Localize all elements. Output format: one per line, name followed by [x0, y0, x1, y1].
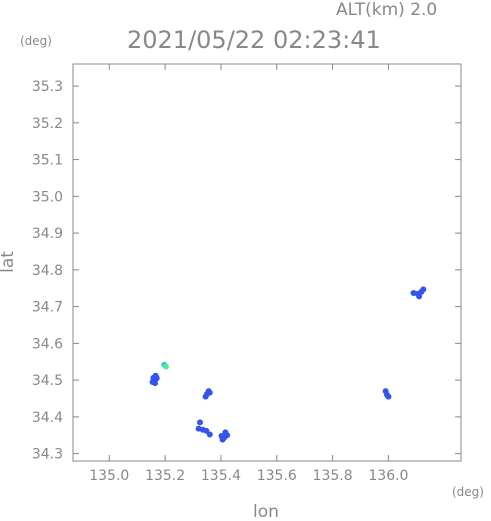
altitude-label: ALT(km) 2.0 — [336, 0, 437, 20]
echo-point — [420, 286, 427, 293]
y-tick-label: 34.3 — [32, 447, 63, 463]
y-axis-title: lat — [0, 251, 18, 273]
y-tick-label: 35.1 — [32, 153, 63, 169]
y-tick-label: 35.2 — [32, 116, 63, 132]
x-tick-label: 136.0 — [368, 468, 408, 484]
x-tick-label: 135.8 — [313, 468, 353, 484]
echo-point — [416, 293, 423, 300]
plot-frame — [72, 63, 462, 462]
y-tick-label: 34.7 — [32, 300, 63, 316]
x-tick-label: 135.0 — [89, 468, 129, 484]
y-tick-label: 34.6 — [32, 336, 63, 352]
echo-point — [152, 380, 159, 387]
echo-point — [206, 431, 213, 438]
timestamp-title: 2021/05/22 02:23:41 — [127, 26, 381, 54]
y-tick-label: 34.9 — [32, 226, 63, 242]
x-axis-title: lon — [253, 502, 279, 521]
echo-point — [206, 389, 213, 396]
y-tick-label: 34.4 — [32, 410, 63, 426]
echo-points — [149, 286, 427, 443]
y-tick-label: 34.5 — [32, 373, 63, 389]
echo-point — [202, 393, 209, 400]
echo-point — [222, 429, 229, 436]
y-tick-label: 34.8 — [32, 263, 63, 279]
x-tick-label: 135.2 — [145, 468, 185, 484]
x-axis: 135.0 135.2 135.4 135.6 135.8 136.0 — [89, 64, 408, 484]
echo-point — [162, 363, 169, 370]
y-axis: 34.3 34.4 34.5 34.6 34.7 34.8 34.9 35.0 35.1 35.2… — [32, 79, 461, 463]
echo-point — [150, 374, 157, 381]
y-unit-label: (deg) — [20, 34, 52, 48]
echo-point — [197, 419, 204, 426]
echo-point — [219, 436, 226, 443]
x-unit-label: (deg) — [452, 485, 484, 499]
y-tick-label: 35.3 — [32, 79, 63, 95]
x-tick-label: 135.4 — [201, 468, 241, 484]
echo-point — [385, 393, 392, 400]
y-tick-label: 35.0 — [32, 189, 63, 205]
x-tick-label: 135.6 — [257, 468, 297, 484]
